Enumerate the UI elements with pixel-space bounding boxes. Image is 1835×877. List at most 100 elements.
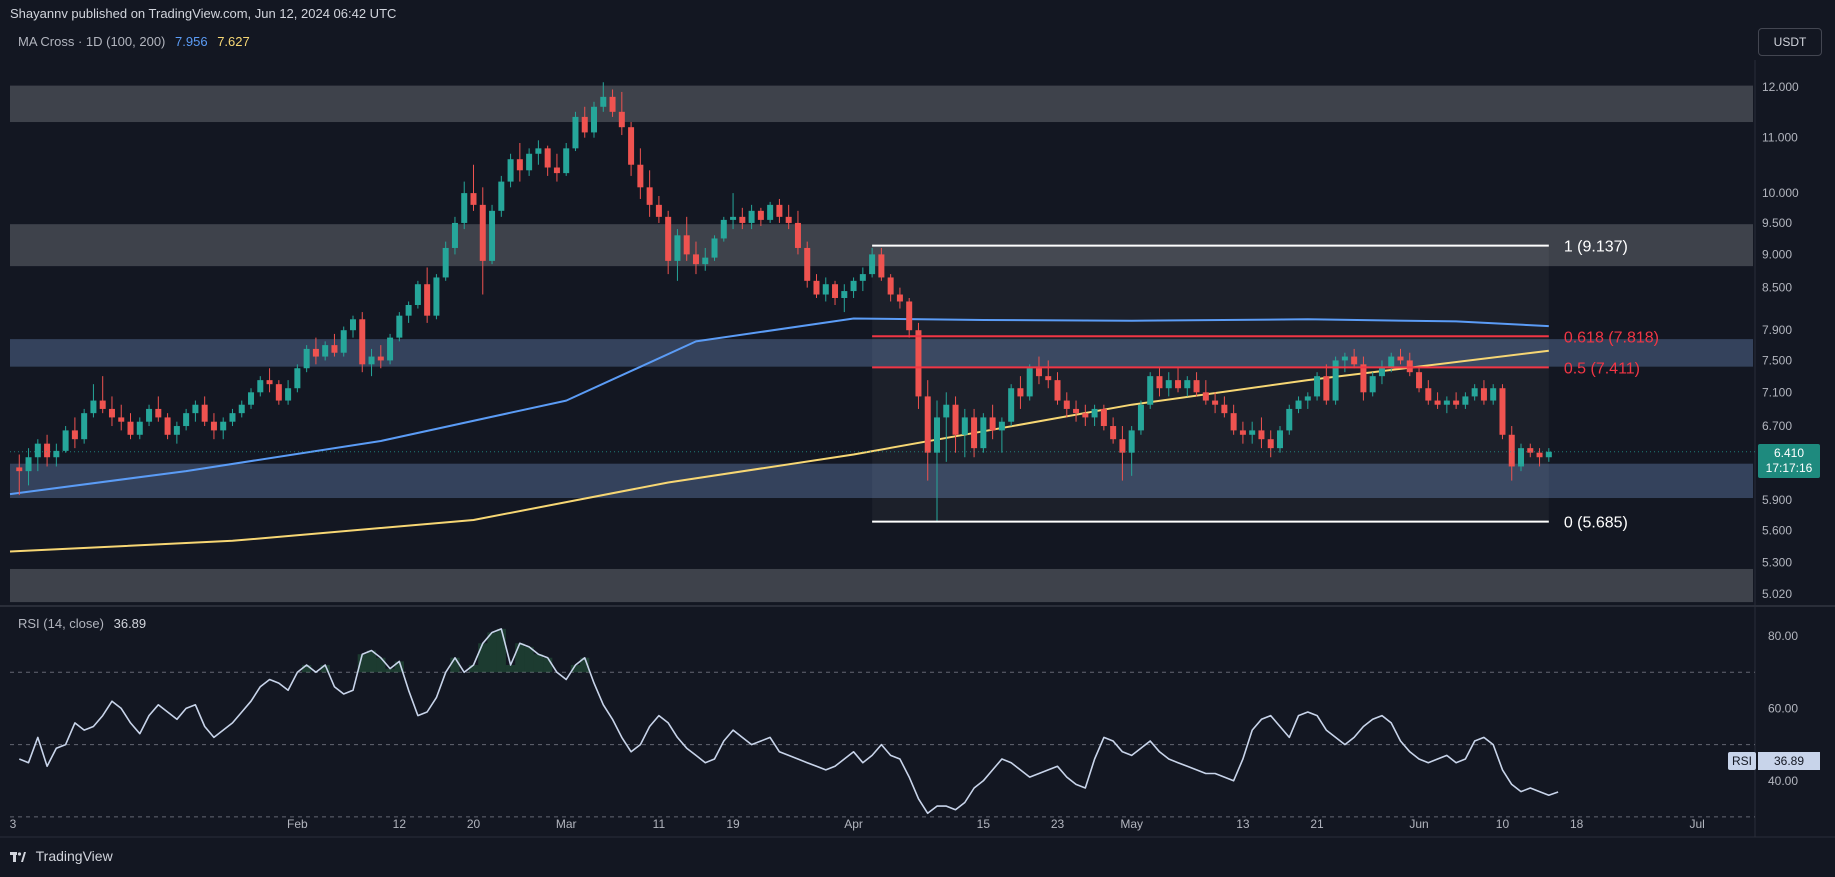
candle-body	[887, 277, 894, 295]
time-tick-label: Jun	[1409, 817, 1428, 831]
candle-body	[62, 430, 69, 451]
candle-body	[535, 148, 542, 154]
ma-cross-legend[interactable]: MA Cross · 1D (100, 200) 7.956 7.627	[18, 34, 250, 49]
price-tick-label: 5.300	[1762, 555, 1792, 569]
candle-body	[869, 254, 876, 275]
time-tick-label: 23	[1051, 817, 1065, 831]
time-tick-label: 11	[653, 817, 666, 831]
candle-body	[1453, 400, 1460, 405]
time-tick-label: 19	[726, 817, 740, 831]
candle-body	[1175, 380, 1182, 389]
candle-body	[609, 96, 616, 112]
candle-body	[1054, 380, 1061, 401]
time-tick-label: 20	[467, 817, 481, 831]
rsi-axis-value: 36.89	[1758, 752, 1820, 770]
candle-body	[1082, 413, 1089, 418]
candle-body	[81, 413, 88, 440]
tradingview-logo-icon	[10, 849, 26, 865]
candle-body	[628, 127, 635, 165]
candle-body	[1017, 388, 1024, 397]
candle-body	[1026, 368, 1033, 397]
zone-support-3	[10, 463, 1753, 499]
candle-body	[1165, 380, 1172, 389]
candle-body	[1258, 430, 1265, 440]
candle-body	[1156, 376, 1163, 389]
candle-body	[720, 219, 727, 239]
candle-body	[340, 330, 347, 353]
candle-body	[183, 413, 190, 427]
time-tick-label: 3	[10, 817, 17, 831]
candle-body	[238, 404, 245, 414]
candle-body	[294, 368, 301, 389]
candle-body	[646, 187, 653, 205]
candle-body	[387, 337, 394, 361]
candle-body	[192, 404, 199, 414]
rsi-tick-label: 80.00	[1768, 629, 1798, 643]
candle-body	[377, 356, 384, 361]
candle-body	[1045, 376, 1052, 381]
candle-body	[1341, 356, 1348, 361]
candle-body	[748, 210, 755, 223]
time-tick-label: Mar	[556, 817, 577, 831]
candle-body	[674, 235, 681, 261]
time-tick-label: 18	[1570, 817, 1584, 831]
candle-body	[850, 280, 857, 292]
candle-body	[1360, 364, 1367, 393]
fib-label-1: 0.618 (7.818)	[1564, 329, 1659, 346]
fib-label-2: 0.5 (7.411)	[1564, 360, 1640, 377]
candle-body	[813, 280, 820, 295]
ma200-value: 7.627	[217, 34, 250, 49]
candle-body	[312, 348, 319, 357]
candle-body	[461, 193, 468, 223]
time-tick-label: 13	[1236, 817, 1250, 831]
candle-body	[924, 396, 931, 453]
time-tick-label: 15	[977, 817, 991, 831]
candle-body	[1527, 448, 1534, 453]
candle-body	[841, 291, 848, 298]
candle-body	[702, 257, 709, 265]
fib-label-3: 0 (5.685)	[1564, 515, 1628, 532]
candle-body	[1490, 388, 1497, 401]
price-tick-label: 8.500	[1762, 281, 1792, 295]
zone-supply-0	[10, 85, 1753, 123]
candle-body	[961, 417, 968, 435]
candle-body	[1202, 392, 1209, 401]
candle-body	[1518, 448, 1525, 467]
bar-countdown: 17:17:16	[1765, 461, 1813, 475]
candle-body	[1267, 439, 1274, 449]
price-tick-label: 10.000	[1762, 186, 1799, 200]
rsi-legend-value: 36.89	[113, 616, 147, 631]
candle-body	[275, 384, 282, 401]
price-tick-label: 12.000	[1762, 80, 1799, 94]
candle-body	[34, 443, 41, 458]
candle-body	[757, 210, 764, 220]
candle-body	[359, 319, 366, 365]
candle-body	[331, 345, 338, 353]
tradingview-footer[interactable]: TradingView	[10, 848, 113, 865]
rsi-legend[interactable]: RSI (14, close) 36.89	[18, 616, 146, 631]
candle-body	[832, 284, 839, 298]
currency-button[interactable]: USDT	[1758, 28, 1822, 56]
candle-body	[1480, 388, 1487, 401]
candle-body	[303, 348, 310, 369]
candle-body	[396, 315, 403, 338]
candle-body	[285, 388, 292, 401]
rsi-name: RSI (14, close)	[18, 616, 104, 631]
candle-body	[776, 204, 783, 217]
candle-body	[952, 404, 959, 435]
candle-body	[544, 148, 551, 168]
candle-body	[108, 408, 115, 418]
candle-body	[71, 430, 78, 440]
candle-body	[1462, 396, 1469, 405]
candle-body	[563, 148, 570, 174]
candle-body	[1406, 360, 1413, 373]
candle-body	[1323, 376, 1330, 401]
candle-body	[730, 216, 737, 220]
candle-body	[507, 159, 514, 182]
candle-body	[1545, 451, 1552, 458]
candle-body	[266, 380, 273, 385]
ma100-value: 7.956	[175, 34, 208, 49]
fib-label-0: 1 (9.137)	[1564, 239, 1628, 256]
